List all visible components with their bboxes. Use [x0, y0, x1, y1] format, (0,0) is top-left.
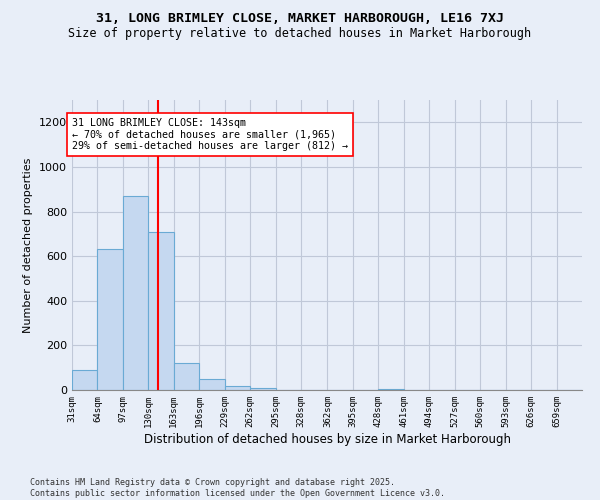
Text: Size of property relative to detached houses in Market Harborough: Size of property relative to detached ho… [68, 28, 532, 40]
Bar [379, 389, 404, 390]
Bar [123, 196, 148, 390]
Bar [148, 232, 174, 390]
Bar [199, 379, 225, 390]
Bar [225, 386, 250, 390]
Bar [174, 363, 199, 390]
X-axis label: Distribution of detached houses by size in Market Harborough: Distribution of detached houses by size … [143, 432, 511, 446]
Y-axis label: Number of detached properties: Number of detached properties [23, 158, 34, 332]
Bar [250, 388, 275, 390]
Text: 31, LONG BRIMLEY CLOSE, MARKET HARBOROUGH, LE16 7XJ: 31, LONG BRIMLEY CLOSE, MARKET HARBOROUG… [96, 12, 504, 26]
Bar [72, 370, 97, 390]
Text: 31 LONG BRIMLEY CLOSE: 143sqm
← 70% of detached houses are smaller (1,965)
29% o: 31 LONG BRIMLEY CLOSE: 143sqm ← 70% of d… [72, 118, 348, 151]
Bar [97, 250, 123, 390]
Text: Contains HM Land Registry data © Crown copyright and database right 2025.
Contai: Contains HM Land Registry data © Crown c… [30, 478, 445, 498]
